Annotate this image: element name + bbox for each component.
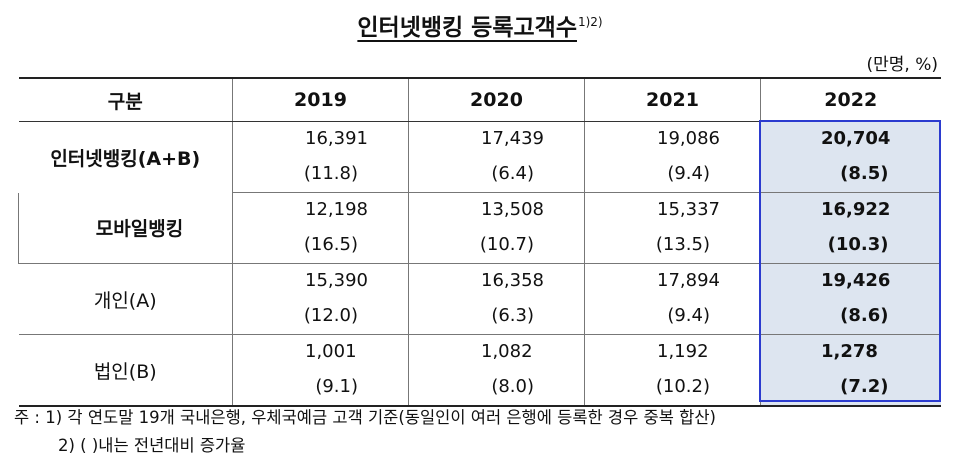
count-value: 16,358 (481, 270, 544, 291)
cell: 12,198 (16.5) (232, 192, 409, 264)
row-label: 개인(A) (18, 263, 233, 335)
count-value: 16,922 (821, 199, 891, 220)
header-year-2019: 2019 (232, 77, 409, 122)
rate-value: (6.3) (491, 305, 534, 326)
cell: 13,508 (10.7) (408, 192, 585, 264)
count-value: 15,390 (305, 270, 368, 291)
rate-value: (9.4) (667, 163, 710, 184)
stats-table: 구분 2019 2020 2021 2022 인터넷뱅킹(A+B) 16,391… (18, 77, 941, 407)
header-row: 구분 2019 2020 2021 2022 (18, 77, 941, 122)
cell-highlight: 19,426 (8.6) (760, 263, 941, 335)
rate-value: (16.5) (303, 234, 358, 255)
cell-highlight: 1,278 (7.2) (760, 334, 941, 407)
footnote-1: 주 : 1) 각 연도말 19개 국내은행, 우체국예금 고객 기준(동일인이 … (14, 408, 716, 427)
row-label: 인터넷뱅킹(A+B) (19, 122, 233, 193)
rate-value: (6.4) (491, 163, 534, 184)
title-text: 인터넷뱅킹 등록고객수 (357, 15, 577, 41)
row-mobile-banking: 모바일뱅킹 12,198 (16.5) 13,508 (10.7) 15,337 (1… (18, 192, 941, 264)
count-value: 13,508 (481, 199, 544, 220)
cell: 16,391 (11.8) (232, 121, 409, 193)
rate-value: (8.5) (840, 163, 889, 184)
rate-value: (7.2) (840, 376, 889, 397)
count-value: 15,337 (657, 199, 720, 220)
footnote-2: 2) ( )내는 전년대비 증가율 (58, 436, 246, 455)
cell: 16,358 (6.3) (408, 263, 585, 335)
count-value: 12,198 (305, 199, 368, 220)
header-year-2020: 2020 (408, 77, 585, 122)
title-footnote-ref: 1)2) (577, 15, 603, 30)
count-value: 1,001 (305, 341, 357, 362)
cell: 19,086 (9.4) (584, 121, 761, 193)
rate-value: (8.6) (840, 305, 889, 326)
count-value: 19,086 (657, 128, 720, 149)
count-value: 16,391 (305, 128, 368, 149)
cell: 15,390 (12.0) (232, 263, 409, 335)
cell: 1,001 (9.1) (232, 334, 409, 407)
row-internet-banking: 인터넷뱅킹(A+B) 16,391 (11.8) 17,439 (6.4) 19,0… (19, 121, 941, 193)
cell: 1,192 (10.2) (584, 334, 761, 407)
header-year-2021: 2021 (584, 77, 761, 122)
header-year-2022: 2022 (760, 77, 941, 122)
cell: 15,337 (13.5) (584, 192, 761, 264)
cell-highlight: 20,704 (8.5) (760, 121, 941, 193)
row-label-text: 법인(B) (93, 360, 157, 383)
row-label-text: 인터넷뱅킹(A+B) (50, 147, 201, 170)
cell-highlight: 16,922 (10.3) (760, 192, 941, 264)
footnotes: 주 : 1) 각 연도말 19개 국내은행, 우체국예금 고객 기준(동일인이 … (14, 404, 716, 460)
row-label: 법인(B) (18, 334, 233, 407)
page-title: 인터넷뱅킹 등록고객수1)2) (0, 8, 960, 42)
count-value: 17,439 (481, 128, 544, 149)
count-value: 19,426 (821, 270, 891, 291)
row-corporate: 법인(B) 1,001 (9.1) 1,082 (8.0) 1,192 (10.2) … (18, 334, 941, 407)
rate-value: (11.8) (303, 163, 358, 184)
count-value: 17,894 (657, 270, 720, 291)
row-label: 모바일뱅킹 (18, 192, 233, 264)
unit-label: (만명, %) (866, 55, 938, 75)
rate-value: (10.3) (827, 234, 889, 255)
cell: 17,894 (9.4) (584, 263, 761, 335)
rate-value: (8.0) (491, 376, 534, 397)
row-individual: 개인(A) 15,390 (12.0) 16,358 (6.3) 17,894 (9.… (18, 263, 941, 335)
rate-value: (10.7) (479, 234, 534, 255)
cell: 17,439 (6.4) (408, 121, 585, 193)
count-value: 1,192 (657, 341, 709, 362)
rate-value: (10.2) (655, 376, 710, 397)
rate-value: (9.4) (667, 305, 710, 326)
header-category: 구분 (18, 77, 233, 122)
row-label-text: 모바일뱅킹 (95, 218, 184, 241)
rate-value: (9.1) (315, 376, 358, 397)
rate-value: (13.5) (655, 234, 710, 255)
rate-value: (12.0) (303, 305, 358, 326)
count-value: 20,704 (821, 128, 891, 149)
row-label-text: 개인(A) (93, 289, 157, 312)
count-value: 1,082 (481, 341, 533, 362)
count-value: 1,278 (821, 341, 878, 362)
cell: 1,082 (8.0) (408, 334, 585, 407)
